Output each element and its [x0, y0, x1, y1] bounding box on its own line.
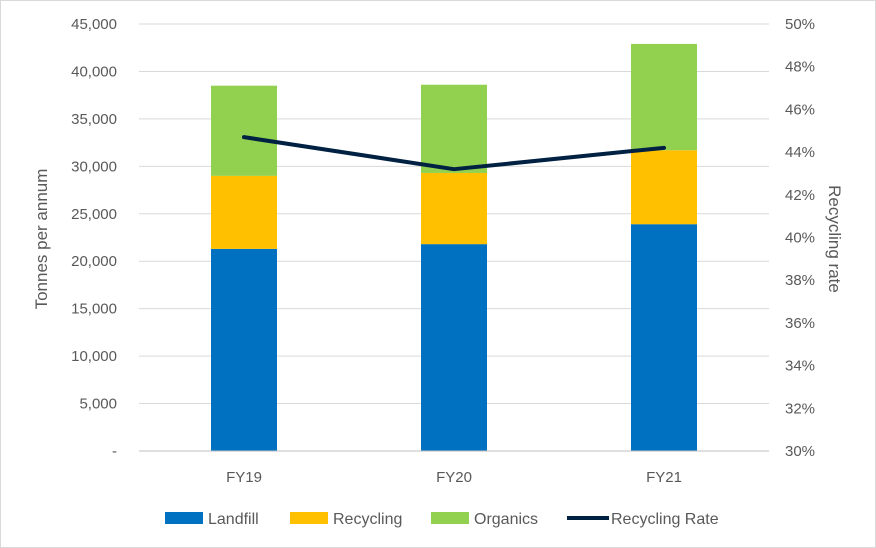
y-tick-label: 15,000 [71, 301, 117, 318]
y2-tick-label: 44% [785, 144, 815, 161]
y2-tick-label: 46% [785, 101, 815, 118]
y2-tick-label: 50% [785, 16, 815, 33]
y-tick-label: 30,000 [71, 158, 117, 175]
y-tick-label: 25,000 [71, 206, 117, 223]
y2-tick-label: 40% [785, 230, 815, 247]
y-tick-label: 35,000 [71, 111, 117, 128]
legend-label-landfill: Landfill [208, 511, 259, 528]
y-tick-label: 20,000 [71, 253, 117, 270]
y-tick-label: 45,000 [71, 16, 117, 33]
y2-axis-title: Recycling rate [825, 185, 844, 293]
bars [211, 43, 697, 451]
x-tick-label: FY21 [646, 469, 682, 486]
bar-recycling-fy20 [421, 172, 487, 245]
y-axis-right: 30% 32% 34% 36% 38% 40% 42% 44% 46% 48% 50% [785, 16, 815, 460]
y-tick-label: 5,000 [79, 396, 117, 413]
bar-recycling-fy21 [631, 150, 697, 225]
y2-tick-label: 42% [785, 187, 815, 204]
bar-landfill-fy19 [211, 248, 277, 451]
y2-tick-label: 36% [785, 315, 815, 332]
y2-tick-label: 34% [785, 358, 815, 375]
y-axis-left: - 5,000 10,000 15,000 20,000 25,000 30,000 35,0… [71, 16, 117, 460]
y-axis-title: Tonnes per annum [32, 169, 51, 310]
bar-landfill-fy21 [631, 224, 697, 451]
x-tick-label: FY20 [436, 469, 472, 486]
y-tick-label: 40,000 [71, 63, 117, 80]
y2-tick-label: 30% [785, 443, 815, 460]
bar-organics-fy21 [631, 43, 697, 151]
legend-swatch-landfill [165, 512, 203, 524]
legend-swatch-recycling [290, 512, 328, 524]
y2-tick-label: 32% [785, 400, 815, 417]
legend: Landfill Recycling Organics Recycling Rate [165, 511, 719, 528]
y-tick-label: - [112, 443, 117, 460]
recycling-rate-line-group [242, 135, 666, 172]
bar-landfill-fy20 [421, 244, 487, 451]
x-axis-labels: FY19 FY20 FY21 [226, 469, 682, 486]
bar-recycling-fy19 [211, 175, 277, 249]
bar-organics-fy19 [211, 85, 277, 176]
y2-tick-label: 48% [785, 59, 815, 76]
legend-label-recycling-rate: Recycling Rate [611, 511, 719, 528]
y2-tick-label: 38% [785, 272, 815, 289]
legend-swatch-organics [431, 512, 469, 524]
x-tick-label: FY19 [226, 469, 262, 486]
legend-label-recycling: Recycling [333, 511, 402, 528]
legend-label-organics: Organics [474, 511, 538, 528]
bar-organics-fy20 [421, 84, 487, 173]
y-tick-label: 10,000 [71, 348, 117, 365]
